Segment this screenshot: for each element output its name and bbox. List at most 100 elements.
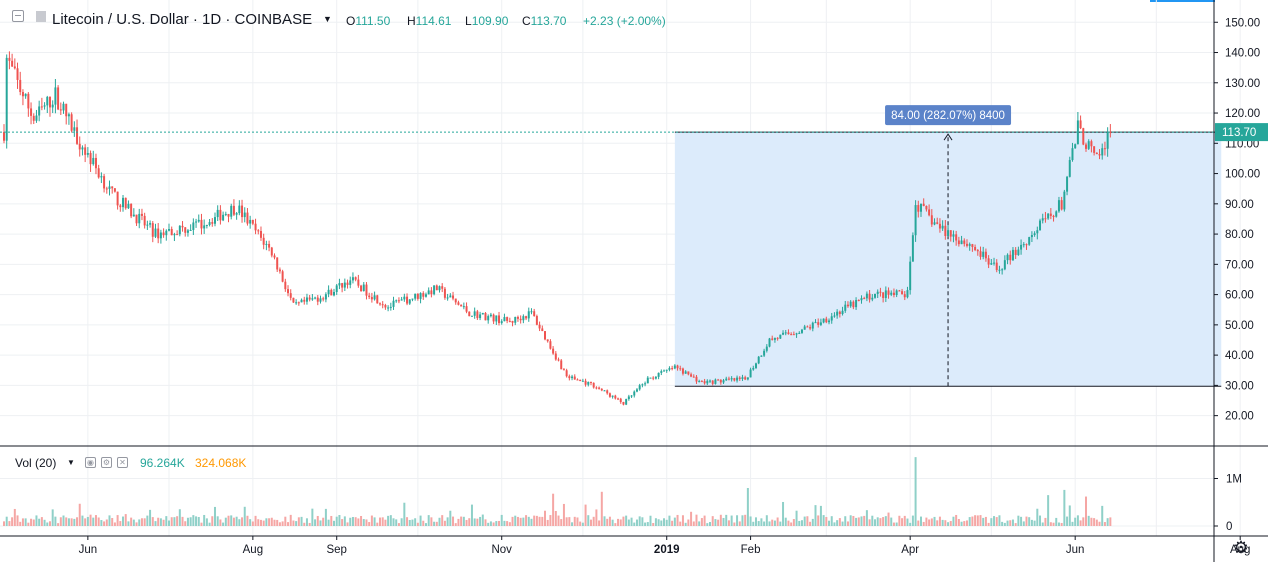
candle-body	[370, 297, 373, 300]
volume-bar	[457, 518, 460, 526]
candle-body	[349, 280, 352, 285]
volume-bar	[138, 519, 141, 526]
volume-label[interactable]: Vol (20)	[15, 456, 57, 470]
candle-body	[703, 381, 706, 384]
time-tick-label: Feb	[741, 544, 761, 556]
candle-body	[289, 293, 292, 298]
settings-icon[interactable]: ⚙	[101, 457, 112, 468]
candle-body	[84, 147, 87, 155]
candle-body	[822, 318, 825, 323]
volume-bar	[38, 518, 41, 526]
candle-body	[836, 311, 839, 316]
volume-bar	[646, 522, 649, 526]
candle-body	[763, 350, 766, 356]
volume-bar	[579, 521, 582, 526]
candle-body	[882, 292, 885, 298]
volume-bar	[16, 515, 19, 526]
volume-bar	[809, 521, 812, 526]
volume-bar	[584, 504, 587, 526]
volume-bar	[1044, 517, 1047, 526]
candle-body	[495, 315, 498, 322]
candle-body	[871, 297, 874, 300]
candle-body	[443, 288, 446, 298]
candle-body	[949, 230, 952, 237]
candle-body	[341, 283, 344, 288]
candle-body	[5, 57, 8, 141]
volume-bar	[679, 521, 682, 526]
volume-bar	[351, 516, 354, 526]
volume-bar	[94, 515, 97, 526]
volume-bar	[213, 506, 216, 526]
volume-bar	[1025, 516, 1028, 526]
candle-body	[130, 203, 133, 217]
candle-body	[936, 222, 939, 224]
candle-body	[1066, 176, 1069, 192]
volume-bar	[511, 516, 514, 526]
candle-body	[709, 380, 712, 382]
candle-body	[903, 294, 906, 298]
volume-bar	[554, 510, 557, 526]
candle-body	[592, 382, 595, 388]
candle-body	[533, 311, 536, 317]
candle-body	[906, 290, 909, 298]
chevron-down-icon[interactable]: ▼	[67, 458, 75, 467]
candle-body	[917, 205, 920, 212]
range-label-text: 84.00 (282.07%) 8400	[891, 110, 1005, 122]
chevron-down-icon[interactable]: ▼	[323, 14, 332, 24]
volume-bar	[1028, 517, 1031, 526]
volume-bar	[738, 521, 741, 526]
candle-body	[806, 326, 809, 328]
volume-bar	[30, 518, 33, 526]
volume-bar	[127, 521, 130, 526]
eye-icon[interactable]: ◉	[85, 457, 96, 468]
volume-bar	[503, 520, 506, 526]
volume-bar	[974, 515, 977, 526]
volume-bar	[825, 517, 828, 526]
candle-body	[138, 213, 141, 224]
candle-body	[195, 221, 198, 223]
volume-bar	[370, 515, 373, 526]
volume-bar	[476, 518, 479, 526]
volume-bar	[376, 522, 379, 526]
volume-bar	[765, 515, 768, 526]
volume-bar	[1036, 508, 1039, 526]
volume-bar	[938, 516, 941, 526]
collapse-legend-icon[interactable]	[12, 10, 24, 22]
candle-body	[484, 312, 487, 321]
volume-bar	[874, 519, 877, 526]
volume-bar	[852, 515, 855, 526]
candle-body	[841, 310, 844, 315]
candle-body	[1101, 148, 1104, 156]
candle-body	[170, 229, 173, 236]
volume-bar	[722, 517, 725, 526]
volume-bar	[498, 520, 501, 526]
close-icon[interactable]: ✕	[117, 457, 128, 468]
candle-body	[1082, 128, 1085, 145]
candle-body	[784, 332, 787, 334]
gear-icon[interactable]: ⚙	[1233, 538, 1249, 557]
volume-bar	[1060, 522, 1063, 526]
volume-bar	[630, 517, 633, 526]
volume-bar	[944, 520, 947, 526]
volume-bar	[1101, 505, 1104, 526]
symbol-title[interactable]: Litecoin / U.S. Dollar · 1D · COINBASE	[52, 11, 313, 28]
candle-body	[268, 243, 271, 248]
volume-bar	[833, 522, 836, 526]
volume-bar	[489, 521, 492, 526]
volume-bar	[251, 521, 254, 526]
candle-body	[397, 300, 400, 302]
candle-body	[67, 114, 70, 117]
volume-bar	[863, 515, 866, 526]
candle-body	[314, 297, 317, 299]
volume-bar	[871, 515, 874, 526]
volume-bar	[268, 518, 271, 526]
volume-bar	[754, 517, 757, 526]
volume-bar	[354, 517, 357, 526]
candle-body	[736, 377, 739, 381]
volume-bar	[506, 521, 509, 526]
volume-bar	[952, 516, 955, 526]
candle-body	[884, 290, 887, 298]
volume-bar	[687, 519, 690, 526]
candle-body	[838, 311, 841, 315]
